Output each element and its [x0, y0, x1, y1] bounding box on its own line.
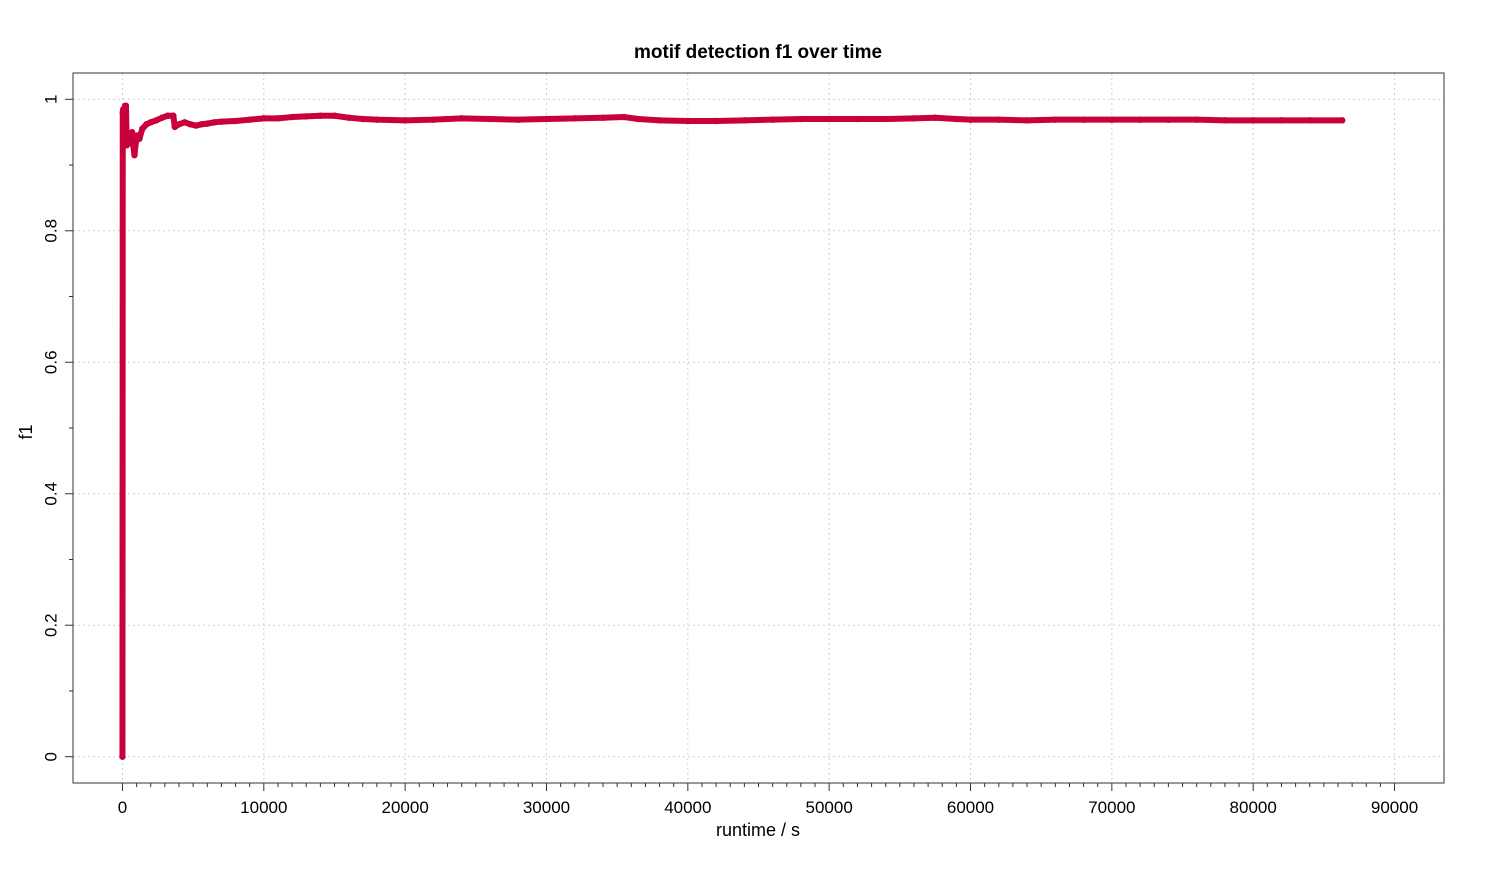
data-point	[274, 115, 282, 122]
x-tick-label: 70000	[1088, 798, 1135, 817]
data-point	[543, 115, 550, 123]
data-point	[1052, 116, 1059, 123]
data-point	[712, 117, 720, 125]
y-axis-label: f1	[16, 424, 36, 439]
data-point	[317, 112, 324, 119]
x-tick-label: 90000	[1371, 798, 1418, 817]
data-point	[359, 115, 366, 123]
data-point	[345, 114, 352, 121]
data-point	[119, 753, 126, 760]
data-point	[797, 115, 805, 123]
data-point	[128, 128, 136, 136]
data-point	[158, 114, 166, 121]
data-point	[401, 117, 409, 124]
data-point	[1221, 117, 1229, 124]
data-point	[187, 121, 194, 128]
data-point	[854, 115, 861, 123]
data-point	[260, 115, 268, 122]
data-point	[288, 113, 296, 121]
data-point	[599, 114, 607, 121]
y-tick-label: 0.8	[42, 219, 61, 243]
data-point	[198, 121, 205, 128]
y-tick-label: 0	[42, 752, 61, 761]
data-point	[430, 116, 437, 123]
data-point	[232, 117, 239, 125]
x-tick-label: 60000	[947, 798, 994, 817]
data-point	[175, 121, 183, 128]
y-tick-label: 1	[42, 95, 61, 104]
data-point	[153, 117, 160, 124]
y-axis: 0 0.2 0.4 0.6 0.8 1	[42, 95, 74, 761]
series-line	[119, 102, 1346, 760]
x-tick-label: 30000	[523, 798, 570, 817]
data-point	[147, 119, 154, 126]
series-f1	[119, 102, 1346, 760]
data-point	[303, 113, 310, 120]
data-point	[204, 120, 211, 127]
data-point	[1080, 116, 1087, 123]
data-point	[1136, 116, 1144, 123]
data-point	[170, 112, 177, 119]
data-point	[953, 115, 960, 123]
data-point	[1306, 117, 1313, 124]
data-point	[1193, 116, 1200, 123]
data-point	[571, 115, 578, 122]
data-point	[741, 117, 748, 124]
data-point	[181, 119, 188, 126]
data-point	[684, 117, 692, 125]
data-point	[164, 112, 171, 119]
data-point	[136, 135, 143, 142]
x-tick-label: 50000	[806, 798, 853, 817]
data-point	[656, 117, 663, 124]
data-point	[769, 116, 776, 123]
data-point	[373, 116, 381, 123]
data-point	[1339, 117, 1346, 124]
chart-title: motif detection f1 over time	[634, 42, 882, 63]
data-point	[331, 112, 338, 119]
y-tick-label: 0.6	[42, 350, 61, 374]
plot-frame	[72, 72, 1445, 784]
grid	[73, 73, 1444, 783]
data-point	[120, 112, 128, 119]
data-point	[995, 116, 1002, 123]
data-point	[910, 115, 918, 122]
y-tick-label: 0.2	[42, 613, 61, 637]
data-point	[218, 118, 225, 125]
data-point	[825, 115, 833, 123]
data-point	[1278, 117, 1285, 124]
x-tick-label: 80000	[1230, 798, 1277, 817]
x-tick-label: 0	[118, 798, 127, 817]
data-point	[1108, 116, 1116, 123]
data-point	[621, 113, 628, 121]
data-point	[122, 102, 130, 110]
data-point	[246, 116, 253, 123]
data-point	[486, 115, 494, 123]
data-point	[131, 151, 138, 159]
data-point	[967, 116, 974, 123]
data-point	[1023, 117, 1031, 124]
x-tick-label: 20000	[382, 798, 429, 817]
data-point	[192, 122, 200, 129]
data-point	[882, 115, 889, 123]
x-axis: 0 10000 20000 30000 40000 50000 60000 70000 8000…	[118, 782, 1418, 817]
y-tick-label: 0.4	[42, 482, 61, 506]
data-point	[515, 116, 522, 123]
data-point	[139, 125, 146, 133]
x-axis-label: runtime / s	[716, 820, 800, 840]
data-point	[635, 115, 642, 123]
data-point	[458, 115, 465, 122]
x-tick-label: 10000	[240, 798, 287, 817]
x-tick-label: 40000	[664, 798, 711, 817]
data-point	[931, 114, 939, 121]
data-point	[1249, 117, 1257, 124]
data-point	[1165, 116, 1172, 123]
data-point	[211, 119, 218, 126]
